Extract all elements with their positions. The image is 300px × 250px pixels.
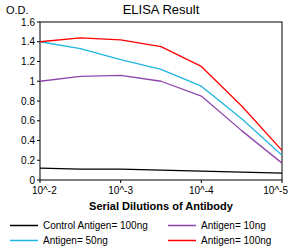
y-tick-label: 1.2 xyxy=(21,56,35,67)
series-line xyxy=(40,75,282,163)
legend-label: Antigen= 100ng xyxy=(201,235,271,246)
title: ELISA Result xyxy=(123,2,200,17)
y-tick-label: 1 xyxy=(29,76,35,87)
y-tick-label: 1.6 xyxy=(21,17,35,28)
legend-swatch xyxy=(168,240,196,242)
x-axis-label: Serial Dilutions of Antibody xyxy=(89,200,234,212)
x-tick-label: 10^-5 xyxy=(263,185,288,196)
y-tick-label: 0.2 xyxy=(21,155,35,166)
y-tick-label: 0.4 xyxy=(21,135,35,146)
plot-frame xyxy=(40,22,282,180)
y-axis-label: O.D. xyxy=(6,4,29,16)
legend-label: Control Antigen= 100ng xyxy=(43,220,148,231)
legend-swatch xyxy=(10,240,38,242)
legend-swatch xyxy=(168,225,196,227)
series-group xyxy=(40,38,282,173)
x-tick-label: 10^-4 xyxy=(189,185,214,196)
legend-swatch xyxy=(10,225,38,227)
series-line xyxy=(40,168,282,173)
series-line xyxy=(40,42,282,156)
y-tick-label: 0 xyxy=(29,175,35,186)
legend-label: Antigen= 50ng xyxy=(43,235,108,246)
y-tick-label: 0.8 xyxy=(21,96,35,107)
series-line xyxy=(40,38,282,151)
y-tick-label: 1.4 xyxy=(21,36,35,47)
x-tick-label: 10^-3 xyxy=(108,185,133,196)
chart: ELISA Result O.D. Serial Dilutions of Anti… xyxy=(0,0,300,250)
y-tick-label: 0.6 xyxy=(21,115,35,126)
x-tick-label: 10^-2 xyxy=(32,185,57,196)
legend-label: Antigen= 10ng xyxy=(201,220,266,231)
